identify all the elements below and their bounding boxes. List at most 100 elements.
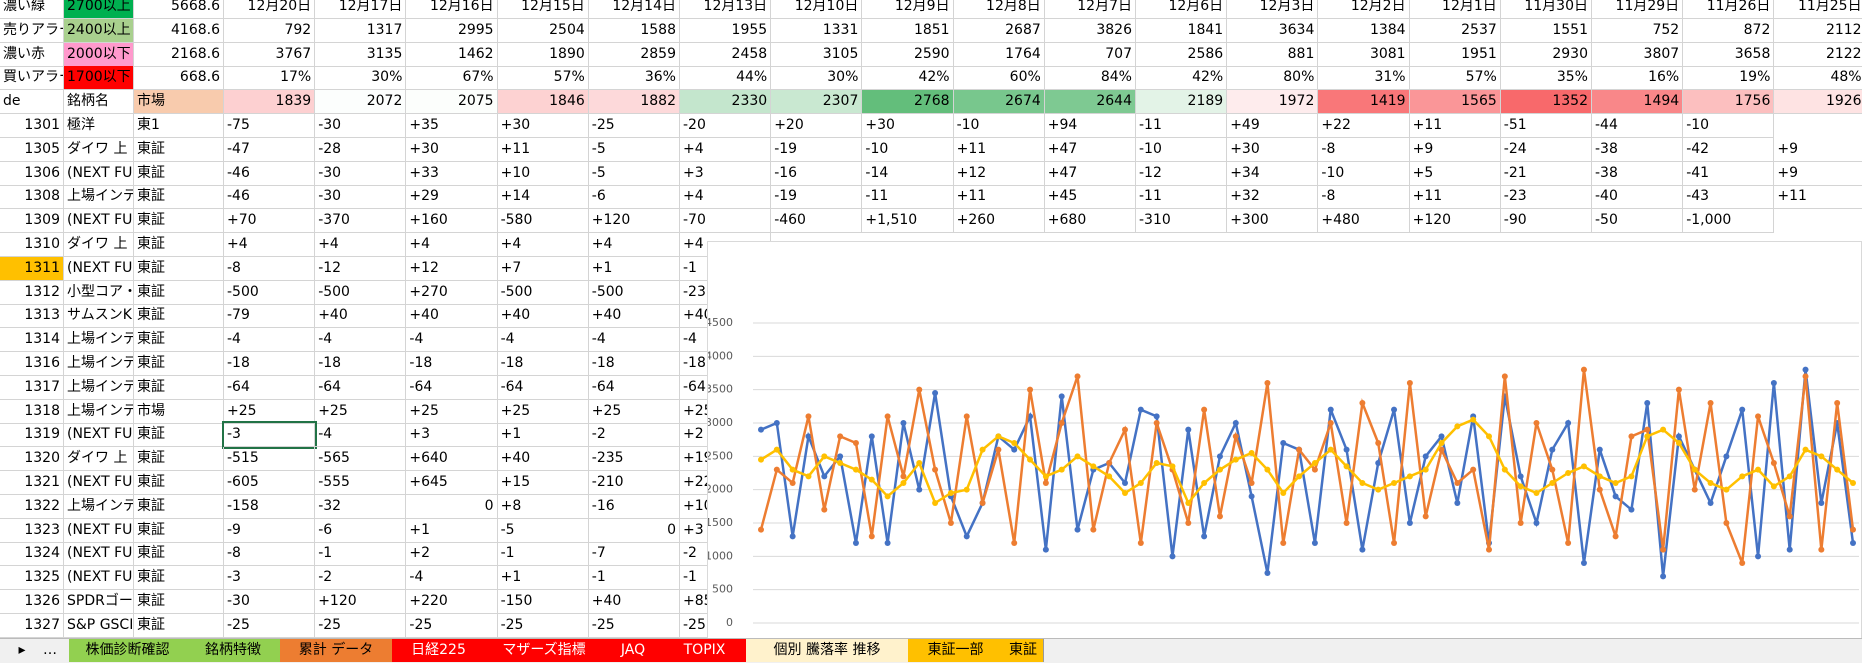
value[interactable]: +10 [497, 161, 589, 186]
header-value[interactable]: 67% [406, 66, 498, 91]
value[interactable]: +25 [315, 399, 407, 424]
value[interactable]: +25 [497, 399, 589, 424]
value[interactable]: -24 [1500, 137, 1592, 162]
value[interactable]: +33 [406, 161, 498, 186]
value[interactable]: +260 [953, 209, 1045, 234]
value[interactable]: +680 [1044, 209, 1136, 234]
header-value[interactable]: 3658 [1683, 42, 1775, 67]
header-value[interactable]: 60% [953, 66, 1045, 91]
score[interactable]: 2307 [771, 90, 863, 115]
value[interactable]: -64 [315, 375, 407, 400]
name[interactable]: 上場インデ [64, 375, 134, 400]
header-value[interactable]: 57% [1409, 66, 1501, 91]
value[interactable]: -500 [224, 280, 316, 305]
date-header[interactable]: 12月1日 [1409, 0, 1501, 19]
value[interactable]: -210 [588, 471, 680, 495]
header-value[interactable]: 2687 [953, 18, 1045, 43]
name[interactable]: 上場インデ [64, 352, 134, 376]
header-value[interactable]: 2859 [588, 42, 680, 67]
value[interactable]: -23 [1500, 185, 1592, 210]
value[interactable]: -8 [224, 542, 316, 567]
code[interactable]: 1319 [0, 423, 64, 448]
value[interactable]: +30 [862, 114, 954, 138]
value[interactable]: +9 [1774, 138, 1862, 162]
code[interactable]: 1316 [0, 352, 64, 376]
header-value[interactable]: 48% [1774, 66, 1862, 91]
threshold[interactable]: 2000以下 [64, 42, 134, 67]
value[interactable]: -64 [406, 375, 498, 400]
score[interactable]: 2330 [680, 90, 772, 115]
date-header[interactable]: 12月13日 [680, 0, 772, 19]
value[interactable]: -370 [315, 209, 407, 234]
value[interactable]: -51 [1500, 114, 1592, 138]
name[interactable]: (NEXT FU [64, 542, 134, 567]
value[interactable]: -5 [588, 137, 680, 162]
value[interactable]: +40 [406, 304, 498, 329]
value[interactable]: +480 [1318, 209, 1410, 234]
threshold[interactable]: 2400以上 [64, 18, 134, 43]
value[interactable]: +640 [406, 447, 498, 472]
value[interactable]: -500 [588, 280, 680, 305]
score[interactable]: 1839 [224, 90, 316, 115]
value[interactable]: +47 [1044, 137, 1136, 162]
score[interactable]: 1756 [1683, 90, 1775, 115]
header-value[interactable]: 80% [1227, 66, 1319, 91]
date-header[interactable]: 12月7日 [1044, 0, 1136, 19]
value[interactable]: -28 [315, 137, 407, 162]
value[interactable]: -235 [588, 447, 680, 472]
date-header[interactable]: 12月14日 [588, 0, 680, 19]
market[interactable]: 東証 [134, 328, 224, 353]
date-header[interactable]: 12月20日 [224, 0, 316, 19]
header-value[interactable]: 3081 [1318, 42, 1410, 67]
header-value[interactable]: 19% [1683, 66, 1775, 91]
header-value[interactable]: 17% [224, 66, 316, 91]
value[interactable]: -21 [1500, 161, 1592, 186]
value[interactable]: -10 [1683, 114, 1775, 138]
value[interactable]: -4 [588, 328, 680, 353]
score[interactable]: 2768 [862, 90, 954, 115]
market[interactable]: 東証 [134, 233, 224, 257]
score[interactable]: 1882 [588, 90, 680, 115]
header-value[interactable]: 1841 [1136, 18, 1228, 43]
value[interactable]: -2 [588, 423, 680, 448]
value[interactable]: +5 [1409, 161, 1501, 186]
header-value[interactable]: 36% [588, 66, 680, 91]
value[interactable]: +70 [224, 209, 316, 234]
value[interactable]: +32 [1227, 185, 1319, 210]
value[interactable]: +3 [680, 161, 772, 186]
market[interactable]: 東証 [134, 137, 224, 162]
header-value[interactable]: 2590 [862, 42, 954, 67]
header-value[interactable]: 1462 [406, 42, 498, 67]
value[interactable]: +25 [406, 399, 498, 424]
value[interactable]: +30 [1227, 137, 1319, 162]
code[interactable]: 1310 [0, 233, 64, 257]
value[interactable]: -1 [497, 542, 589, 567]
value[interactable]: +34 [1227, 161, 1319, 186]
name[interactable]: (NEXT FU [64, 256, 134, 281]
score[interactable]: 1846 [497, 90, 589, 115]
market[interactable]: 東証 [134, 280, 224, 305]
header-value[interactable]: 1551 [1500, 18, 1592, 43]
value[interactable]: -64 [224, 375, 316, 400]
value[interactable]: -1 [588, 566, 680, 591]
value[interactable]: -25 [315, 613, 407, 638]
header-value[interactable]: 752 [1592, 18, 1684, 43]
value[interactable]: +645 [406, 471, 498, 495]
value[interactable]: +3 [406, 423, 498, 448]
col-header[interactable]: de [0, 90, 64, 115]
score[interactable]: 2075 [406, 90, 498, 115]
value[interactable]: -46 [224, 185, 316, 210]
value[interactable]: +11 [953, 137, 1045, 162]
value[interactable]: +25 [588, 399, 680, 424]
date-header[interactable]: 12月17日 [315, 0, 407, 19]
value[interactable]: -38 [1592, 161, 1684, 186]
value[interactable]: +1 [406, 518, 498, 543]
date-header[interactable]: 12月10日 [771, 0, 863, 19]
market[interactable]: 東証 [134, 352, 224, 376]
name[interactable]: ダイワ 上 [64, 137, 134, 162]
value[interactable]: +40 [315, 304, 407, 329]
header-value[interactable]: 2586 [1136, 42, 1228, 67]
score[interactable]: 1352 [1500, 90, 1592, 115]
value[interactable]: 0 [406, 494, 498, 519]
header-value[interactable]: 3105 [771, 42, 863, 67]
